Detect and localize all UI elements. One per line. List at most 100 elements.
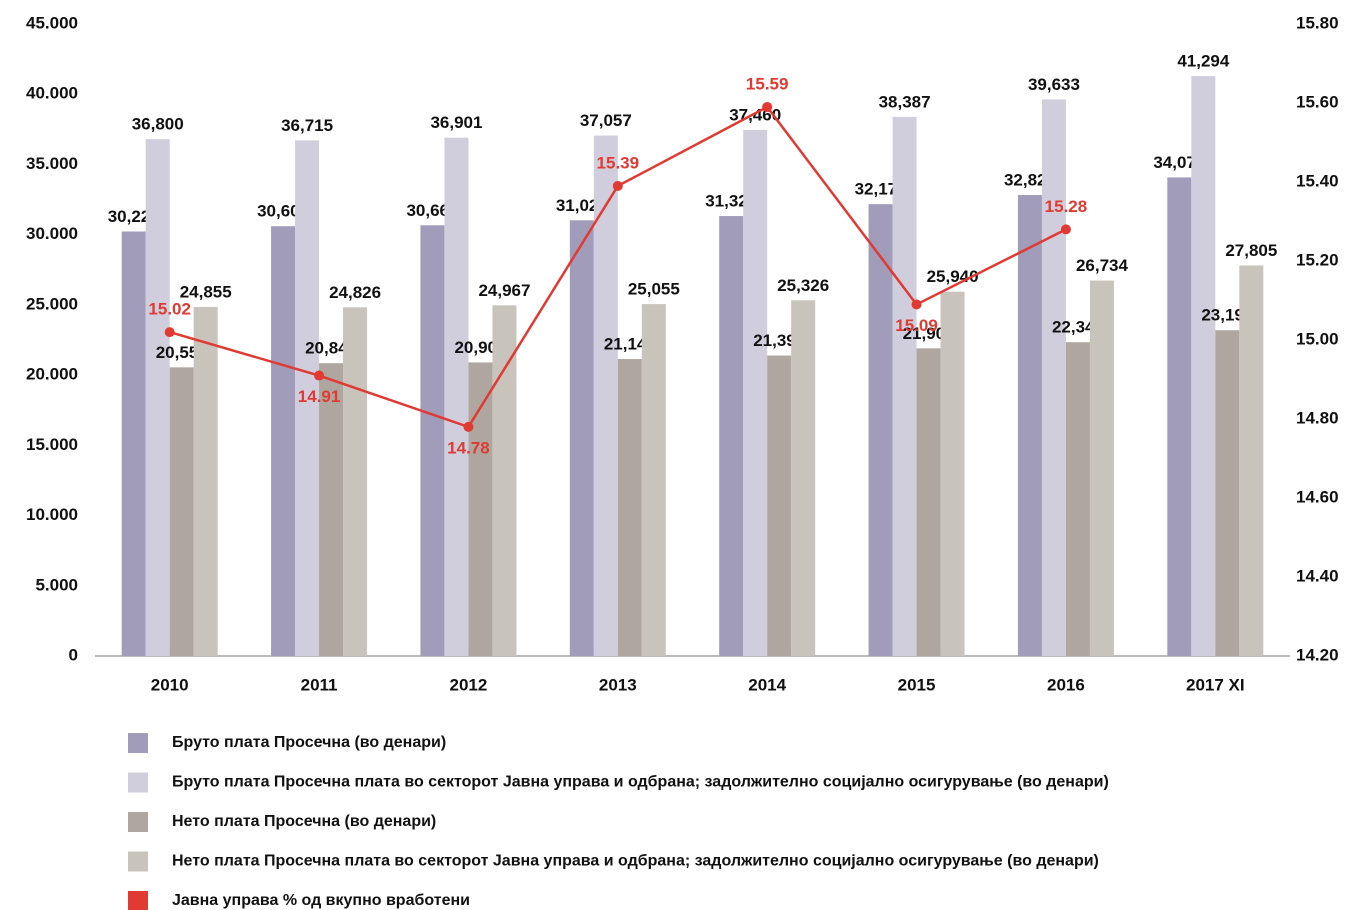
bar-value-label: 41,294 <box>1177 52 1230 71</box>
bar-value-label: 36,901 <box>430 113 482 132</box>
bar <box>569 220 594 656</box>
legend-swatch <box>128 733 148 753</box>
legend-swatch <box>128 891 148 910</box>
x-tick-label: 2011 <box>301 675 338 694</box>
legend-swatch <box>128 812 148 832</box>
bar <box>1017 195 1042 656</box>
bar-value-label: 24,855 <box>180 282 232 301</box>
legend-label: Бруто плата Просечна плата во секторот Ј… <box>172 774 1109 791</box>
bar <box>767 355 792 656</box>
x-tick-label: 2010 <box>151 675 189 694</box>
bar-value-label: 27,805 <box>1225 241 1277 260</box>
bar-value-label: 25,940 <box>927 267 979 286</box>
bar <box>319 363 344 656</box>
bar <box>1167 177 1192 656</box>
y-tick-label: 5.000 <box>35 575 78 594</box>
bar-value-label: 39,633 <box>1028 75 1080 94</box>
line-value-label: 15.09 <box>895 316 938 335</box>
x-tick-label: 2016 <box>1047 675 1085 694</box>
bar <box>444 137 469 656</box>
line-point <box>164 327 175 338</box>
line-point <box>762 101 773 112</box>
bar <box>295 140 320 656</box>
bar <box>743 129 768 656</box>
y2-tick-label: 14.20 <box>1296 645 1339 664</box>
bar <box>940 291 965 656</box>
bar <box>492 305 517 656</box>
x-tick-label: 2017 XI <box>1186 675 1245 694</box>
bar <box>916 348 941 656</box>
bar-value-label: 36,800 <box>132 115 184 134</box>
bar <box>271 226 296 656</box>
bar <box>719 216 744 656</box>
bar <box>1191 76 1216 657</box>
legend-swatch <box>128 851 148 872</box>
bar-value-label: 37,057 <box>580 111 632 130</box>
legend-label: Нето плата Просечна плата во секторот Ја… <box>172 853 1099 870</box>
bar <box>145 139 170 657</box>
y-tick-label: 35.000 <box>26 154 78 173</box>
bar <box>468 362 493 656</box>
y2-tick-label: 14.80 <box>1296 408 1339 427</box>
line-value-label: 14.78 <box>447 438 490 457</box>
bar <box>121 231 146 657</box>
line-point <box>314 370 325 381</box>
y-tick-label: 15.000 <box>26 435 78 454</box>
line-value-label: 14.91 <box>298 387 341 406</box>
line-point <box>1060 224 1071 235</box>
y-tick-label: 45.000 <box>26 13 78 32</box>
y-tick-label: 0 <box>69 645 78 664</box>
y-tick-label: 10.000 <box>26 505 78 524</box>
y2-tick-label: 15.40 <box>1296 171 1339 190</box>
bar <box>1041 99 1066 657</box>
y2-tick-label: 15.20 <box>1296 250 1339 269</box>
bar <box>1089 280 1114 656</box>
bar-value-label: 36,715 <box>281 116 333 135</box>
bar-value-label: 38,387 <box>879 92 931 111</box>
line-value-label: 15.59 <box>746 74 789 93</box>
legend-label: Јавна управа % од вкупно вработени <box>172 892 470 909</box>
line-value-label: 15.28 <box>1045 197 1088 216</box>
bar <box>420 225 445 656</box>
x-tick-label: 2012 <box>450 675 488 694</box>
bar <box>1215 330 1240 656</box>
bar <box>791 300 816 656</box>
bar-value-label: 24,826 <box>329 283 381 302</box>
legend-label: Нето плата Просечна (во денари) <box>172 813 436 830</box>
bar-value-label: 26,734 <box>1076 256 1129 275</box>
y2-tick-label: 14.60 <box>1296 487 1339 506</box>
y-tick-label: 30.000 <box>26 224 78 243</box>
bar <box>193 306 218 656</box>
bar <box>169 367 194 656</box>
y-tick-label: 25.000 <box>26 294 78 313</box>
bar <box>617 359 642 656</box>
bar <box>593 135 618 656</box>
line-point <box>612 180 623 191</box>
bar <box>343 307 368 656</box>
line-point <box>463 421 474 432</box>
bar <box>641 304 666 656</box>
legend-swatch <box>128 772 148 793</box>
bar <box>868 204 893 657</box>
y2-tick-label: 15.00 <box>1296 329 1339 348</box>
legend-label: Бруто плата Просечна (во денари) <box>172 734 446 751</box>
bar <box>892 116 917 656</box>
bar-value-label: 25,055 <box>628 280 680 299</box>
bar <box>1065 342 1090 656</box>
line-value-label: 15.02 <box>148 300 191 319</box>
x-tick-label: 2015 <box>898 675 936 694</box>
y2-tick-label: 15.80 <box>1296 13 1339 32</box>
bar <box>1239 265 1264 656</box>
line-value-label: 15.39 <box>597 153 640 172</box>
y-tick-label: 40.000 <box>26 84 78 103</box>
y2-tick-label: 15.60 <box>1296 92 1339 111</box>
x-tick-label: 2013 <box>599 675 637 694</box>
bar-value-label: 25,326 <box>777 276 829 295</box>
x-tick-label: 2014 <box>748 675 786 694</box>
bar-value-label: 24,967 <box>478 281 530 300</box>
line-point <box>911 299 922 310</box>
y-tick-label: 20.000 <box>26 365 78 384</box>
y2-tick-label: 14.40 <box>1296 566 1339 585</box>
